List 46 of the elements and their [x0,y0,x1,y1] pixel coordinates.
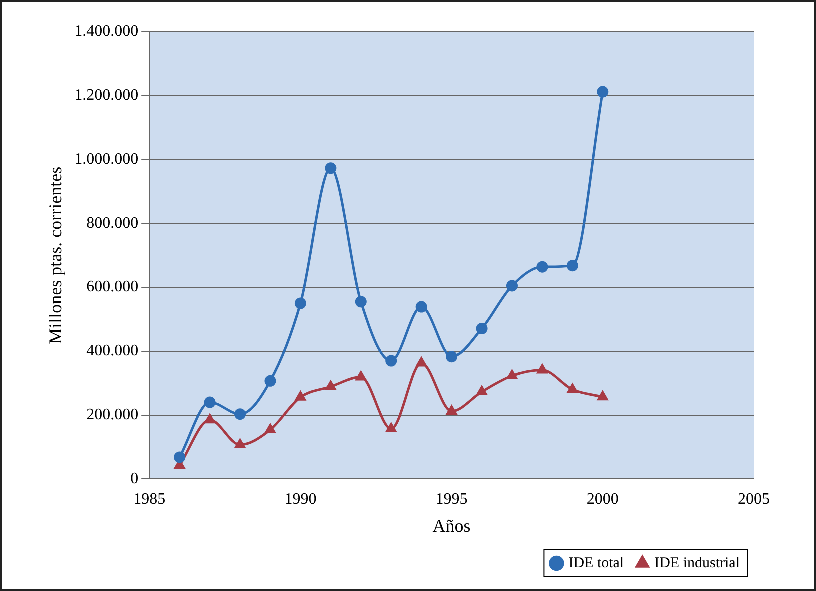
point [506,280,518,292]
x-tick-label: 2005 [738,491,770,508]
x-tick-label: 1990 [284,491,317,508]
y-tick-label: 1.000.000 [74,150,139,168]
point [537,364,548,374]
point [264,375,276,387]
point [507,370,518,380]
x-axis-title: Años [432,516,471,536]
y-tick-label: 800.000 [86,214,139,232]
point [597,86,609,98]
y-tick-label: 400.000 [86,342,139,360]
point [355,296,367,308]
point [325,162,337,174]
y-axis-title: Millones ptas. corrientes [46,166,66,344]
point [416,358,427,367]
point [386,423,397,433]
point [476,386,488,396]
point [598,391,608,401]
point [204,396,216,408]
point [446,351,458,363]
legend-label: IDE total [568,555,624,572]
point [536,261,548,273]
x-tick-label: 1995 [436,491,468,508]
point [234,408,246,420]
point [204,414,216,424]
point [235,439,246,449]
point [566,260,578,272]
point [386,355,398,367]
y-tick-label: 200.000 [86,406,139,424]
point [416,301,428,313]
y-tick-label: 0 [130,470,139,488]
point [326,381,336,390]
point [296,392,306,401]
y-tick-label: 1.200.000 [74,87,139,104]
x-tick-label: 2000 [586,491,619,508]
y-tick-label: 600.000 [86,278,139,296]
point [356,372,366,381]
point [568,384,578,394]
legend-label: IDE industrial [654,555,740,572]
point [174,452,186,464]
point [294,298,306,310]
point [446,406,457,415]
point [476,323,488,334]
y-tick-label: 1.400.000 [74,23,139,40]
point [265,424,276,434]
x-tick-label: 1985 [134,491,166,508]
